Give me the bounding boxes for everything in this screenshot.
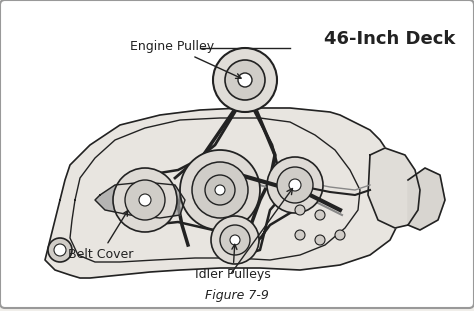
Circle shape	[230, 235, 240, 245]
Circle shape	[180, 150, 260, 230]
Text: Engine Pulley: Engine Pulley	[130, 40, 241, 78]
Circle shape	[225, 60, 265, 100]
Circle shape	[192, 162, 248, 218]
Circle shape	[139, 194, 151, 206]
Circle shape	[113, 168, 177, 232]
Circle shape	[238, 73, 252, 87]
Text: Figure 7-9: Figure 7-9	[205, 289, 269, 302]
Circle shape	[295, 230, 305, 240]
Polygon shape	[95, 182, 185, 218]
Circle shape	[220, 225, 250, 255]
Circle shape	[48, 238, 72, 262]
Text: Belt Cover: Belt Cover	[68, 211, 133, 261]
Circle shape	[315, 210, 325, 220]
Circle shape	[215, 185, 225, 195]
Circle shape	[211, 216, 259, 264]
Text: Idler Pulleys: Idler Pulleys	[195, 244, 271, 281]
Circle shape	[54, 244, 66, 256]
Polygon shape	[45, 108, 405, 278]
Circle shape	[267, 157, 323, 213]
Circle shape	[277, 167, 313, 203]
Circle shape	[315, 235, 325, 245]
Polygon shape	[408, 168, 445, 230]
Circle shape	[295, 205, 305, 215]
Circle shape	[125, 180, 165, 220]
Text: 46-Inch Deck: 46-Inch Deck	[324, 30, 455, 48]
Polygon shape	[368, 148, 420, 228]
Circle shape	[335, 230, 345, 240]
Circle shape	[205, 175, 235, 205]
Circle shape	[213, 48, 277, 112]
Circle shape	[289, 179, 301, 191]
